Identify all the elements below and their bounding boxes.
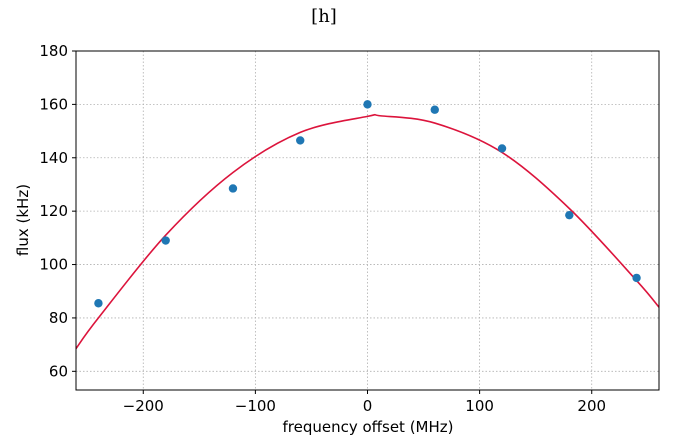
data-point [632, 273, 641, 283]
fit-curve [75, 113, 660, 350]
data-point [363, 100, 372, 109]
y-axis-label: flux (kHz) [14, 184, 32, 256]
data-point [228, 184, 238, 193]
x-axis-ticks: −200 −100 0 100 200 [123, 390, 606, 415]
y-tick-label: 80 [49, 309, 68, 327]
x-tick-label: 0 [363, 397, 373, 415]
data-point [497, 144, 507, 153]
y-tick-label: 120 [39, 202, 68, 220]
data-point [565, 210, 574, 220]
chart-title: [h] [311, 6, 337, 27]
y-tick-label: 140 [39, 149, 68, 167]
data-points [94, 100, 641, 308]
data-point [430, 105, 439, 114]
x-tick-label: 100 [465, 397, 494, 415]
y-tick-label: 60 [49, 362, 68, 380]
fit-curve-group [75, 113, 660, 350]
data-point [296, 136, 305, 145]
x-tick-label: −200 [123, 397, 164, 415]
x-tick-label: −100 [235, 397, 276, 415]
data-point [94, 299, 103, 308]
x-tick-label: 200 [577, 397, 606, 415]
y-tick-label: 180 [39, 42, 68, 60]
data-point [161, 236, 170, 245]
y-axis-ticks: 60 80 100 120 140 160 180 [39, 42, 76, 380]
y-tick-label: 160 [39, 95, 68, 113]
x-axis-label: frequency offset (MHz) [282, 418, 453, 436]
y-tick-label: 100 [39, 256, 68, 274]
